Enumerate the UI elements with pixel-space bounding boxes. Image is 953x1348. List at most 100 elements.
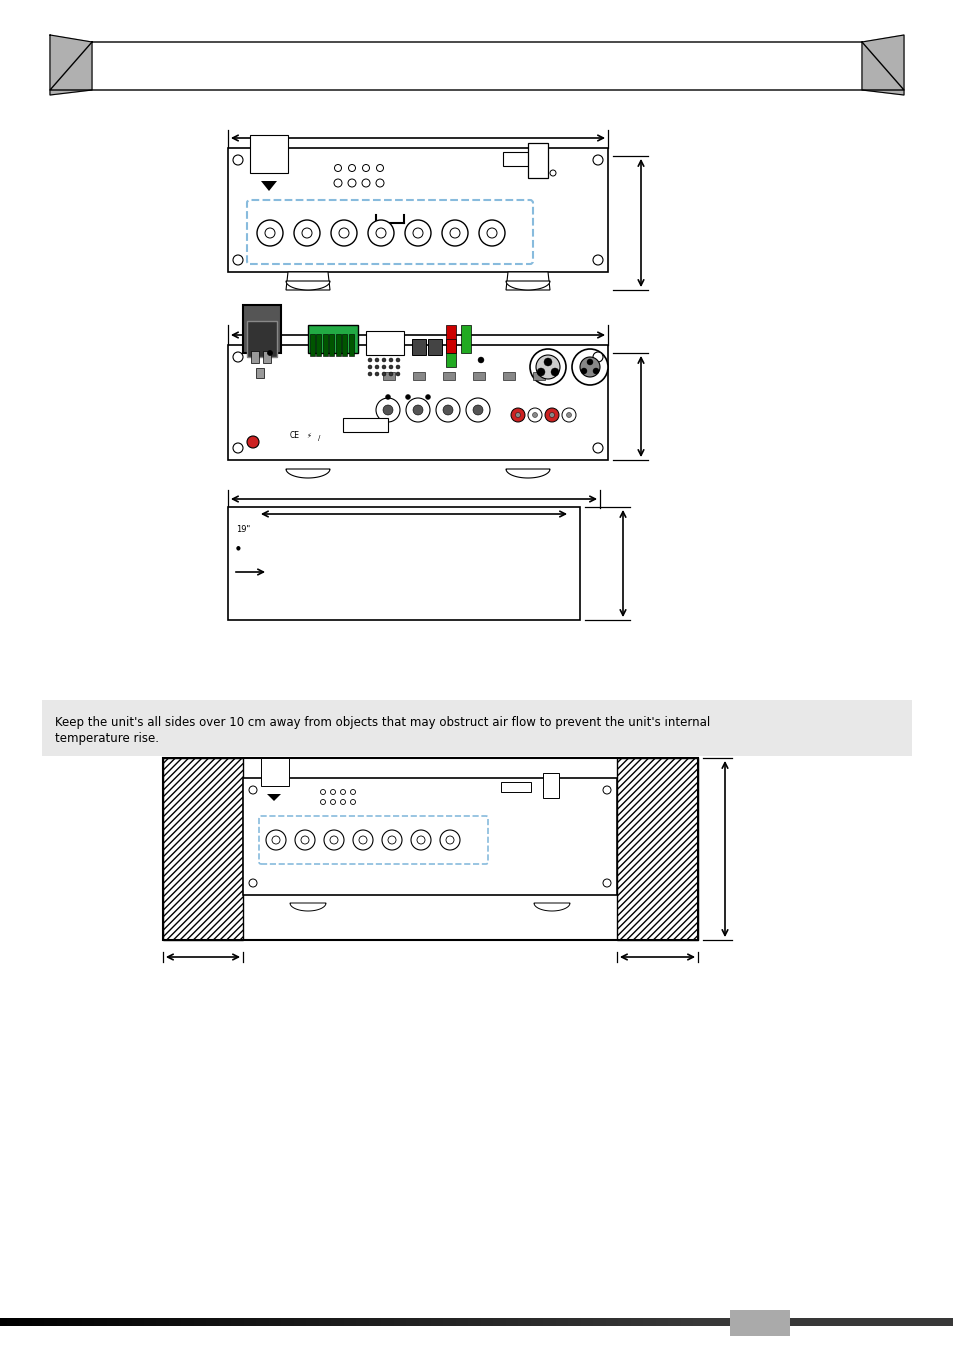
Bar — [576, 1318, 577, 1326]
Bar — [525, 1318, 526, 1326]
Bar — [288, 1318, 289, 1326]
Bar — [510, 1318, 511, 1326]
Bar — [387, 1318, 388, 1326]
Bar — [847, 1318, 848, 1326]
Bar — [673, 1318, 675, 1326]
Circle shape — [330, 836, 337, 844]
Bar — [173, 1318, 174, 1326]
Bar — [190, 1318, 191, 1326]
Polygon shape — [261, 181, 276, 191]
Circle shape — [532, 412, 537, 418]
Bar — [165, 1318, 166, 1326]
Bar — [903, 1318, 904, 1326]
Bar — [815, 1318, 816, 1326]
Bar — [923, 1318, 924, 1326]
Bar — [500, 782, 531, 793]
Bar — [790, 1318, 791, 1326]
Bar — [741, 1318, 742, 1326]
Bar — [343, 418, 388, 431]
Bar — [520, 1318, 521, 1326]
Bar — [826, 1318, 827, 1326]
Bar — [523, 1318, 524, 1326]
Bar — [517, 1318, 518, 1326]
Circle shape — [530, 349, 565, 386]
Bar — [907, 1318, 908, 1326]
Bar — [856, 1318, 857, 1326]
Bar — [686, 1318, 687, 1326]
Bar — [19, 1318, 20, 1326]
Bar — [196, 1318, 198, 1326]
Bar — [220, 1318, 221, 1326]
Bar — [434, 1318, 435, 1326]
Bar — [936, 1318, 937, 1326]
Bar — [271, 1318, 272, 1326]
Bar — [672, 1318, 673, 1326]
Bar — [539, 1318, 540, 1326]
Bar — [85, 1318, 86, 1326]
Bar — [208, 1318, 209, 1326]
Bar — [624, 1318, 625, 1326]
Circle shape — [375, 179, 384, 187]
Polygon shape — [50, 35, 91, 94]
Bar — [942, 1318, 943, 1326]
Polygon shape — [505, 272, 550, 290]
Bar — [347, 1318, 348, 1326]
Bar — [48, 1318, 49, 1326]
Bar — [941, 1318, 942, 1326]
Circle shape — [249, 879, 256, 887]
Bar — [60, 1318, 61, 1326]
Bar — [178, 1318, 179, 1326]
Bar — [863, 1318, 864, 1326]
Bar — [15, 1318, 16, 1326]
Bar — [947, 1318, 948, 1326]
Bar — [868, 1318, 869, 1326]
Bar — [290, 1318, 291, 1326]
Bar — [338, 1318, 339, 1326]
Bar — [668, 1318, 669, 1326]
Bar — [593, 1318, 594, 1326]
Bar — [201, 1318, 202, 1326]
Bar — [507, 1318, 509, 1326]
Bar — [399, 1318, 400, 1326]
Bar — [801, 1318, 802, 1326]
Bar — [246, 1318, 247, 1326]
Bar — [945, 1318, 946, 1326]
Bar — [291, 1318, 292, 1326]
Bar — [309, 1318, 310, 1326]
Bar — [376, 1318, 377, 1326]
Bar — [792, 1318, 793, 1326]
Bar — [600, 1318, 601, 1326]
Bar — [812, 1318, 813, 1326]
Bar — [40, 1318, 41, 1326]
Circle shape — [536, 355, 559, 379]
Bar — [785, 1318, 786, 1326]
Bar — [441, 1318, 442, 1326]
Bar — [505, 1318, 506, 1326]
Bar — [249, 1318, 250, 1326]
Bar — [310, 1318, 311, 1326]
Bar — [583, 1318, 584, 1326]
Bar — [573, 1318, 574, 1326]
Bar — [720, 1318, 721, 1326]
Bar — [501, 1318, 502, 1326]
Bar — [837, 1318, 838, 1326]
Bar — [930, 1318, 931, 1326]
Bar — [211, 1318, 212, 1326]
Bar — [67, 1318, 68, 1326]
Bar — [149, 1318, 150, 1326]
Bar — [596, 1318, 597, 1326]
Bar — [636, 1318, 637, 1326]
Polygon shape — [286, 280, 330, 290]
Bar — [568, 1318, 569, 1326]
Bar — [899, 1318, 900, 1326]
Bar — [816, 1318, 817, 1326]
Bar — [70, 1318, 71, 1326]
Bar — [167, 1318, 168, 1326]
Bar — [301, 1318, 302, 1326]
Bar — [206, 1318, 207, 1326]
Bar — [640, 1318, 641, 1326]
Bar — [490, 1318, 491, 1326]
Bar — [623, 1318, 624, 1326]
Bar — [108, 1318, 109, 1326]
Bar — [396, 1318, 397, 1326]
